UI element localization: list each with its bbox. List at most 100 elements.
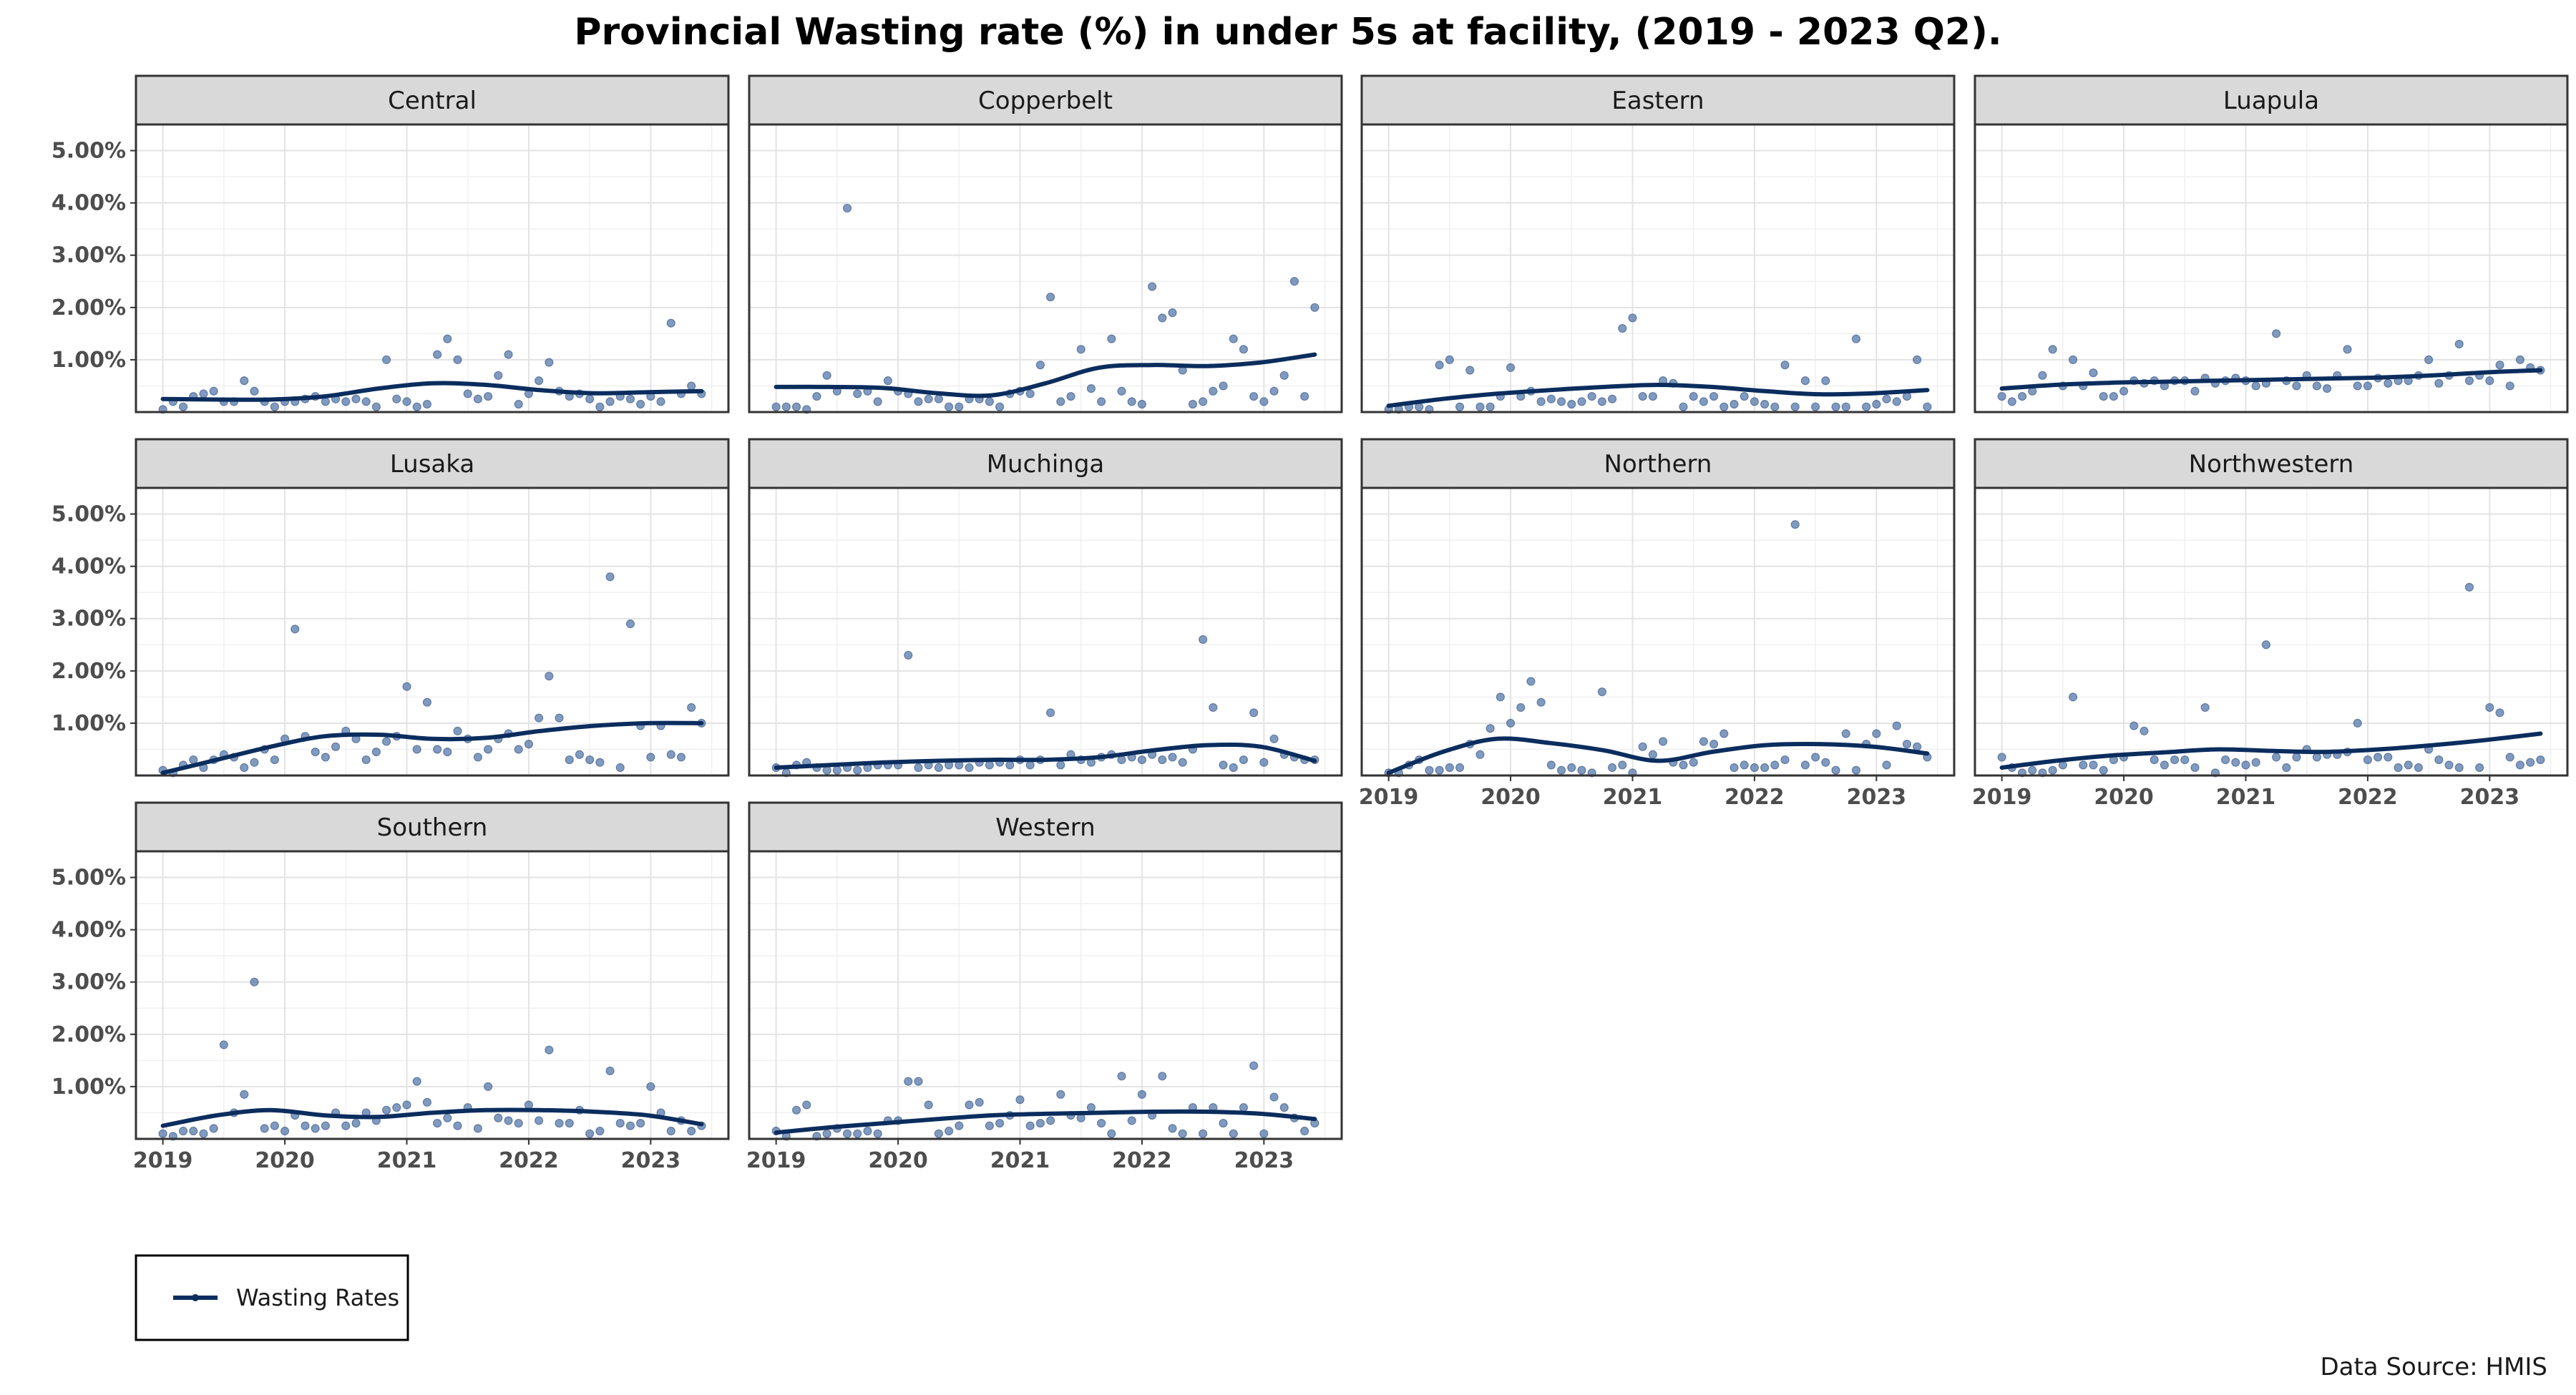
data-point — [934, 763, 943, 773]
data-point — [934, 1129, 943, 1138]
panel-muchinga: Muchinga — [748, 438, 1343, 778]
data-point — [595, 758, 605, 767]
x-tick-label: 2023 — [621, 1148, 681, 1173]
data-point — [1496, 692, 1505, 702]
data-point — [1168, 1124, 1177, 1133]
data-point — [2323, 384, 2332, 393]
data-point — [1239, 1103, 1249, 1112]
data-point — [2434, 378, 2444, 388]
data-point — [1455, 402, 1465, 411]
data-point — [934, 394, 943, 403]
legend-entry-label: Wasting Rates — [236, 1284, 399, 1311]
data-point — [270, 755, 279, 765]
data-point — [1178, 758, 1187, 767]
data-point — [2444, 760, 2454, 770]
x-tick-label: 2021 — [377, 1148, 437, 1173]
data-point — [2475, 763, 2484, 773]
data-point — [595, 1126, 605, 1136]
data-point — [1445, 355, 1454, 365]
data-point — [158, 1129, 167, 1138]
data-point — [443, 748, 452, 757]
data-point — [1851, 334, 1861, 343]
data-point — [2424, 355, 2434, 365]
data-point — [1158, 313, 1167, 323]
panel-plot-area — [1362, 124, 1954, 412]
data-point — [955, 402, 964, 411]
data-point — [853, 765, 862, 775]
data-point — [1659, 737, 1668, 746]
data-point — [1800, 760, 1810, 770]
data-point — [605, 397, 615, 406]
trend-line — [774, 352, 1317, 398]
panel-strip-label: Eastern — [1611, 87, 1704, 115]
data-point — [2495, 708, 2504, 718]
data-point — [1046, 1116, 1055, 1125]
data-point — [1117, 1072, 1126, 1081]
data-point — [402, 397, 411, 406]
data-point — [2007, 397, 2016, 406]
data-point — [2353, 718, 2362, 728]
data-point — [2089, 368, 2098, 378]
data-point — [2048, 765, 2057, 775]
data-point — [1269, 386, 1279, 396]
data-point — [1536, 698, 1546, 707]
data-point — [1997, 391, 2006, 401]
y-tick-label: 1.00% — [52, 711, 126, 736]
data-point — [615, 763, 625, 773]
data-point — [1137, 755, 1147, 765]
data-point — [781, 402, 791, 411]
data-point — [812, 391, 821, 401]
data-point — [392, 394, 401, 403]
data-point — [1148, 282, 1157, 291]
panel-plot-area — [1362, 488, 1954, 775]
data-point — [1229, 1129, 1238, 1138]
data-point — [1219, 381, 1228, 391]
data-point — [2394, 763, 2403, 773]
data-point — [2251, 381, 2260, 391]
data-point — [1556, 765, 1566, 775]
data-point — [473, 753, 483, 762]
trend-line — [1386, 736, 1930, 775]
data-point — [1137, 1090, 1147, 1099]
data-point — [1127, 1116, 1136, 1125]
data-point — [1536, 397, 1546, 406]
panel-border — [135, 486, 730, 777]
data-point — [1709, 391, 1719, 401]
data-point — [1729, 399, 1739, 409]
data-point — [178, 402, 188, 411]
panel-plot-area — [136, 124, 728, 412]
data-point — [2261, 640, 2270, 650]
data-point — [1913, 742, 1922, 751]
data-point — [219, 1040, 228, 1049]
y-tick-label: 2.00% — [52, 295, 126, 320]
panel-copperbelt: Copperbelt — [748, 74, 1343, 414]
data-point — [1435, 361, 1444, 370]
data-point — [883, 376, 892, 386]
data-point — [1882, 760, 1891, 770]
data-point — [351, 394, 361, 403]
data-point — [381, 1105, 391, 1115]
data-point — [2353, 381, 2362, 391]
data-point — [1249, 1061, 1259, 1070]
data-point — [1056, 397, 1065, 406]
data-point — [2363, 755, 2373, 765]
data-point — [1097, 1118, 1106, 1128]
data-point — [381, 355, 391, 365]
data-point — [2180, 755, 2190, 765]
data-point — [240, 1090, 249, 1099]
data-point — [965, 1100, 974, 1110]
data-point — [1465, 366, 1475, 375]
data-point — [1811, 402, 1820, 411]
data-point — [1841, 729, 1850, 738]
data-point — [1279, 1103, 1289, 1112]
panel-northern: Northern 2019 2020 2021 2022 2023 — [1359, 438, 1956, 810]
panel-strip-label: Northern — [1604, 450, 1712, 479]
data-point — [504, 1116, 513, 1125]
data-point — [1689, 391, 1698, 401]
data-point — [656, 397, 665, 406]
y-tick-label: 5.00% — [52, 502, 126, 527]
data-point — [914, 763, 923, 773]
data-point — [1862, 402, 1871, 411]
data-point — [1239, 345, 1249, 354]
panel-strip-label: Lusaka — [390, 450, 474, 479]
